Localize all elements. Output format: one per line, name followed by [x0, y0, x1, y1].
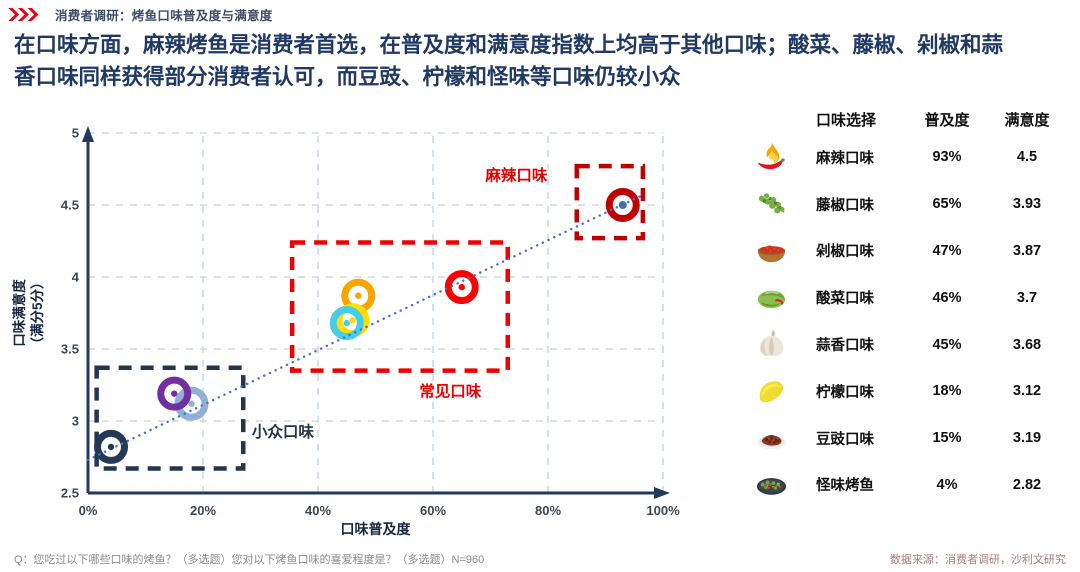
survey-question-note: Q：您吃过以下哪些口味的烤鱼？（多选题）您对以下烤鱼口味的喜爱程度是？（多选题）…: [14, 554, 485, 566]
data-point-ring: [444, 270, 479, 305]
group-label: 常见口味: [419, 382, 482, 401]
chevrons-logo-icon: [8, 8, 41, 21]
garlic-icon: [740, 327, 802, 362]
legend-row: 酸菜口味 46% 3.7: [700, 274, 1072, 321]
x-axis-title: 口味普及度: [341, 521, 412, 537]
legend-header-popularity: 普及度: [924, 111, 970, 129]
legend-flavor-label: 剁椒口味: [816, 244, 874, 261]
y-tick-label: 4.5: [61, 198, 79, 213]
group-label: 小众口味: [252, 422, 315, 441]
x-tick-label: 0%: [79, 503, 98, 518]
x-tick-label: 20%: [190, 503, 216, 518]
y-tick-label: 5: [72, 126, 79, 141]
group-box: [289, 240, 510, 373]
legend-satisfaction-value: 3.68: [1012, 336, 1042, 353]
y-axis-title: 口味满意度: [11, 279, 27, 347]
legend-flavor-label: 蒜香口味: [816, 338, 874, 355]
legend-row: 蒜香口味 45% 3.68: [700, 321, 1072, 368]
data-point-ring: [329, 306, 364, 341]
y-tick-label: 3: [72, 414, 79, 429]
legend-header-flavor: 口味选择: [816, 111, 877, 129]
grilled-fish-icon: [740, 467, 802, 502]
legend-satisfaction-value: 2.82: [1012, 476, 1042, 493]
header-label: 消费者调研：烤鱼口味普及度与满意度: [55, 9, 273, 23]
legend-header-satisfaction: 满意度: [1004, 111, 1050, 129]
y-tick-label: 2.5: [61, 486, 79, 501]
legend-satisfaction-value: 3.93: [1012, 196, 1042, 213]
scatter-chart: 2.5 3 3.5 4 4.5 5 0% 20% 40% 60% 80% 100% 口味普及度 口味满意度…: [11, 126, 680, 538]
legend-flavor-label: 藤椒口味: [816, 197, 874, 214]
legend-popularity-value: 18%: [932, 383, 962, 400]
legend-row: 柠檬口味 18% 3.12: [700, 368, 1072, 415]
pickled-vegetable-icon: [740, 280, 802, 315]
legend-satisfaction-value: 3.87: [1012, 242, 1042, 259]
legend-satisfaction-value: 3.19: [1012, 430, 1042, 447]
sichuan-pepper-icon: [740, 187, 802, 222]
legend-flavor-label: 柠檬口味: [816, 384, 874, 401]
y-tick-label: 3.5: [61, 342, 79, 357]
legend-satisfaction-value: 4.5: [1016, 149, 1038, 166]
data-point-center-dot: [458, 283, 465, 291]
group-box: [574, 163, 646, 241]
header: 消费者调研：烤鱼口味普及度与满意度: [8, 5, 273, 24]
legend-row: 麻辣口味 93% 4.5: [700, 134, 1072, 181]
legend-popularity-value: 15%: [932, 430, 962, 447]
group-label: 麻辣口味: [484, 166, 548, 185]
legend-popularity-value: 46%: [932, 289, 962, 306]
legend-header-row: 口味选择 普及度 满意度: [700, 104, 1072, 134]
legend-flavor-label: 酸菜口味: [816, 291, 874, 308]
black-bean-dish-icon: [740, 421, 802, 456]
y-tick-label: 4: [72, 270, 80, 285]
legend-popularity-value: 65%: [932, 196, 962, 213]
data-point-ring: [157, 376, 192, 411]
chopped-chili-bowl-icon: [740, 233, 802, 268]
x-tick-label: 80%: [535, 503, 561, 518]
legend-popularity-value: 93%: [932, 149, 962, 166]
legend-table: 口味选择 普及度 满意度 麻辣口味 93% 4.5 藤椒口味 65% 3.93 剁椒口味 47…: [700, 104, 1072, 508]
x-tick-label: 100%: [646, 503, 680, 518]
lemon-icon: [740, 374, 802, 409]
legend-flavor-label: 怪味烤鱼: [816, 478, 874, 495]
data-point-center-dot: [107, 443, 115, 451]
page-title: 在口味方面，麻辣烤鱼是消费者首选，在普及度和满意度指数上均高于其他口味；酸菜、藤…: [14, 33, 1004, 90]
x-tick-label: 60%: [420, 503, 446, 518]
data-point-center-dot: [188, 400, 195, 407]
legend-popularity-value: 47%: [932, 242, 962, 259]
legend-popularity-value: 4%: [936, 476, 958, 493]
legend-flavor-label: 麻辣口味: [816, 150, 874, 167]
group-box: [94, 365, 246, 471]
y-axis-subtitle: （满分5分）: [29, 275, 45, 350]
legend-satisfaction-value: 3.12: [1012, 383, 1042, 400]
legend-popularity-value: 45%: [932, 336, 962, 353]
data-point-center-dot: [349, 317, 356, 324]
data-point-center-dot: [171, 390, 178, 397]
legend-flavor-label: 豆豉口味: [816, 431, 874, 448]
x-tick-label: 40%: [305, 503, 331, 518]
data-source-note: 数据来源：消费者调研，沙利文研究: [890, 554, 1066, 566]
legend-satisfaction-value: 3.7: [1016, 289, 1038, 306]
legend-row: 豆豉口味 15% 3.19: [700, 415, 1072, 462]
legend-row: 剁椒口味 47% 3.87: [700, 228, 1072, 275]
y-axis-arrow: [82, 126, 94, 142]
data-point-ring: [94, 429, 128, 464]
data-point-center-dot: [355, 292, 362, 299]
flaming-chili-icon: [740, 140, 802, 175]
x-axis-arrow: [654, 487, 670, 499]
legend-row: 怪味烤鱼 4% 2.82: [700, 462, 1072, 509]
data-point-center-dot: [618, 201, 627, 209]
data-point-ring: [605, 188, 640, 222]
legend-row: 藤椒口味 65% 3.93: [700, 181, 1072, 228]
data-point-center-dot: [343, 319, 350, 327]
